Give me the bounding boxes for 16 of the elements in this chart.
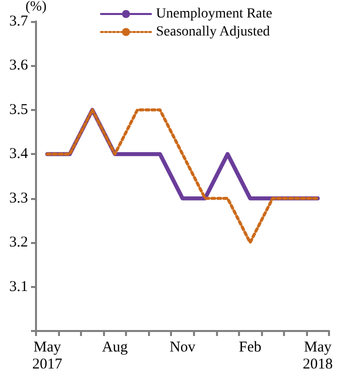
y-tick-label: 3.7 [9,13,28,30]
x-tick-label: May 2017 [32,340,63,372]
y-tick-label: 3.6 [9,58,28,74]
legend-label: Unemployment Rate [156,6,272,22]
y-tick-label: 3.2 [9,234,28,251]
x-tick-label: Nov [170,340,196,356]
y-tick-label: 3.4 [9,146,28,162]
y-tick-label: 3.3 [9,190,28,206]
y-tick-label: 3.5 [9,102,28,118]
x-tick-label: Aug [102,340,128,356]
y-axis-title: (%) [26,0,47,14]
x-tick-label: May 2018 [302,340,333,372]
y-tick-label: 3.1 [9,278,28,295]
line-series [46,108,320,244]
x-tick-label: Feb [238,340,262,356]
legend-label: Seasonally Adjusted [156,24,270,40]
